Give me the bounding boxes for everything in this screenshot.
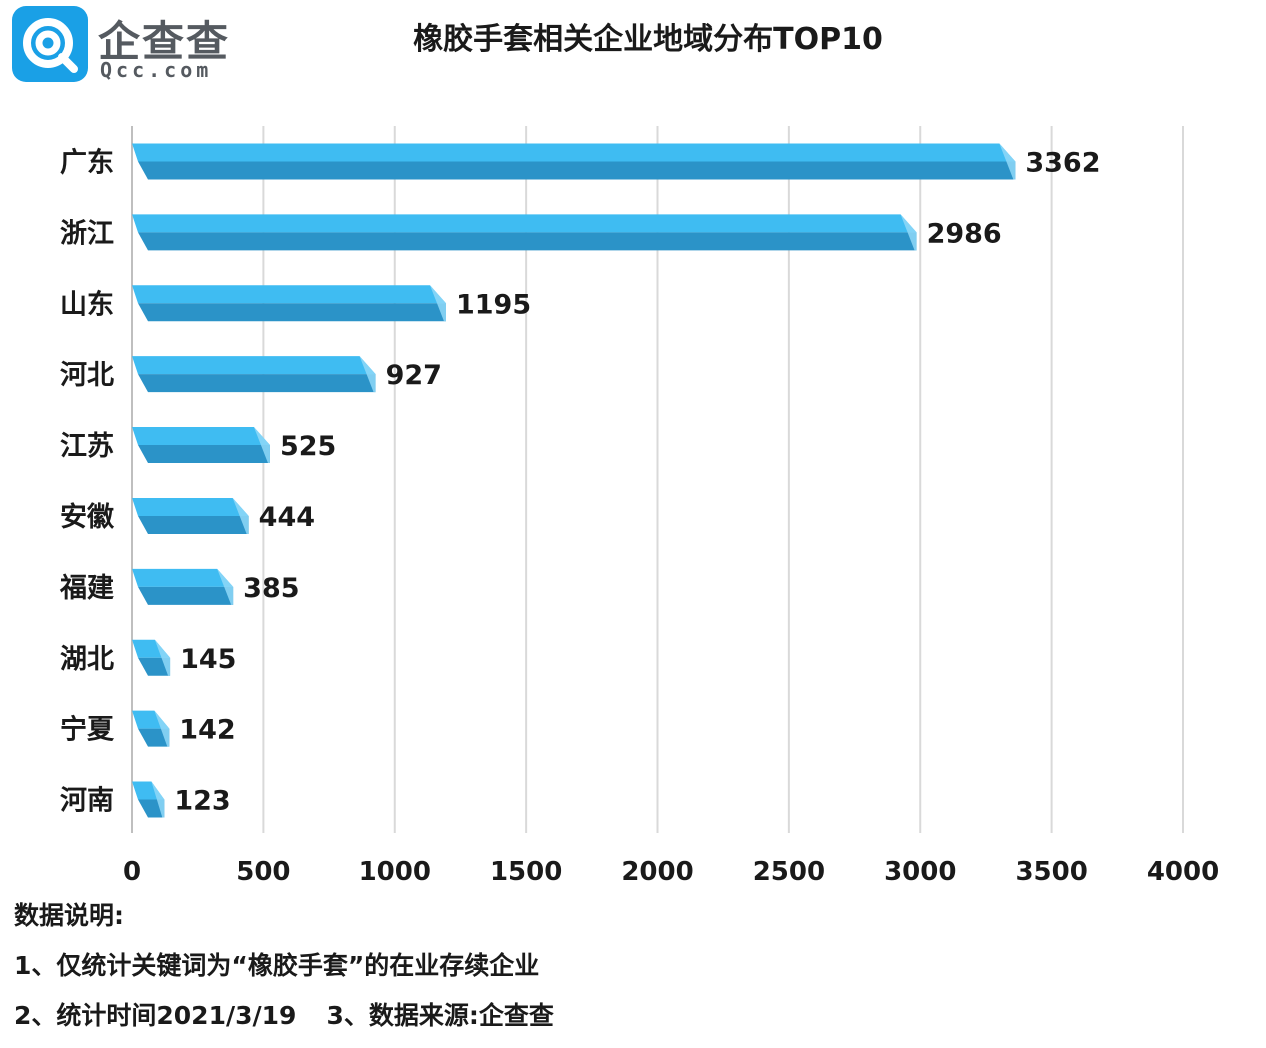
chart-title: 橡胶手套相关企业地域分布TOP10 xyxy=(413,22,883,57)
bar-1 xyxy=(138,232,917,251)
category-label-4: 江苏 xyxy=(60,431,114,462)
data-label-4: 525 xyxy=(280,431,336,462)
category-label-2: 山东 xyxy=(60,288,114,320)
x-tick-label-1: 500 xyxy=(236,857,290,887)
bar-top-4 xyxy=(132,427,270,446)
data-label-3: 927 xyxy=(386,360,442,391)
data-notes: 数据说明: 1、仅统计关键词为“橡胶手套”的在业存续企业 2、统计时间2021/… xyxy=(14,898,554,1048)
bar-end-8 xyxy=(154,710,170,747)
brand-name-en: Qcc.com xyxy=(100,58,213,82)
x-tick-label-3: 1500 xyxy=(490,857,562,887)
x-tick-label-8: 4000 xyxy=(1147,857,1219,887)
category-label-7: 湖北 xyxy=(60,644,114,675)
bar-end-1 xyxy=(900,214,917,251)
notes-line-2-time: 2、统计时间2021/3/19 xyxy=(14,1001,297,1030)
data-label-6: 385 xyxy=(243,573,299,604)
bar-6 xyxy=(138,586,234,605)
notes-heading: 数据说明: xyxy=(14,901,124,930)
category-label-1: 浙江 xyxy=(60,218,114,249)
bar-end-4 xyxy=(253,427,270,464)
category-label-0: 广东 xyxy=(60,146,114,178)
bar-end-9 xyxy=(151,781,165,818)
data-label-0: 3362 xyxy=(1025,147,1100,178)
bar-end-6 xyxy=(217,568,234,605)
category-label-6: 福建 xyxy=(59,573,114,604)
bar-2 xyxy=(138,303,446,322)
data-label-7: 145 xyxy=(180,644,236,675)
notes-line-2: 2、统计时间2021/3/19 3、数据来源:企查查 xyxy=(14,998,554,1048)
bar-top-2 xyxy=(132,285,446,304)
x-tick-label-5: 2500 xyxy=(753,857,825,887)
bar-0 xyxy=(138,161,1016,180)
bar-top-5 xyxy=(132,497,249,516)
data-label-9: 123 xyxy=(174,786,230,817)
bar-top-1 xyxy=(132,214,917,233)
bar-chart: 0 500 1000 1500 2000 2500 3000 3500 4000 广东 3362 浙江… xyxy=(59,126,1219,887)
bar-top-3 xyxy=(132,356,376,375)
bar-5 xyxy=(138,515,249,534)
data-label-1: 2986 xyxy=(927,218,1002,249)
bar-3 xyxy=(138,374,376,393)
bar-4 xyxy=(138,445,270,464)
qcc-logo-icon xyxy=(12,6,88,82)
bar-end-5 xyxy=(232,497,249,534)
category-label-9: 河南 xyxy=(60,786,114,817)
bar-top-6 xyxy=(132,568,234,587)
bar-end-0 xyxy=(999,143,1016,180)
x-tick-label-4: 2000 xyxy=(621,857,693,887)
bar-end-3 xyxy=(359,356,376,393)
data-label-8: 142 xyxy=(179,715,235,746)
data-label-2: 1195 xyxy=(456,289,531,320)
x-tick-label-2: 1000 xyxy=(359,857,431,887)
notes-line-2-source: 3、数据来源:企查查 xyxy=(326,1001,554,1030)
x-tick-label-0: 0 xyxy=(123,857,141,887)
bar-8 xyxy=(138,728,170,747)
category-label-5: 安徽 xyxy=(60,502,115,533)
brand-logo: 企查查 Qcc.com xyxy=(12,6,242,86)
bar-top-0 xyxy=(132,143,1016,162)
x-tick-label-6: 3000 xyxy=(884,857,956,887)
bar-end-7 xyxy=(154,639,171,676)
bar-7 xyxy=(138,657,171,676)
brand-name-cn: 企查查 xyxy=(98,17,231,66)
category-label-3: 河北 xyxy=(60,360,114,391)
category-label-8: 宁夏 xyxy=(60,714,115,746)
x-tick-label-7: 3500 xyxy=(1015,857,1087,887)
notes-line-1: 1、仅统计关键词为“橡胶手套”的在业存续企业 xyxy=(14,951,540,980)
bar-end-2 xyxy=(429,285,446,322)
bar-9 xyxy=(138,799,165,818)
data-label-5: 444 xyxy=(259,502,315,533)
